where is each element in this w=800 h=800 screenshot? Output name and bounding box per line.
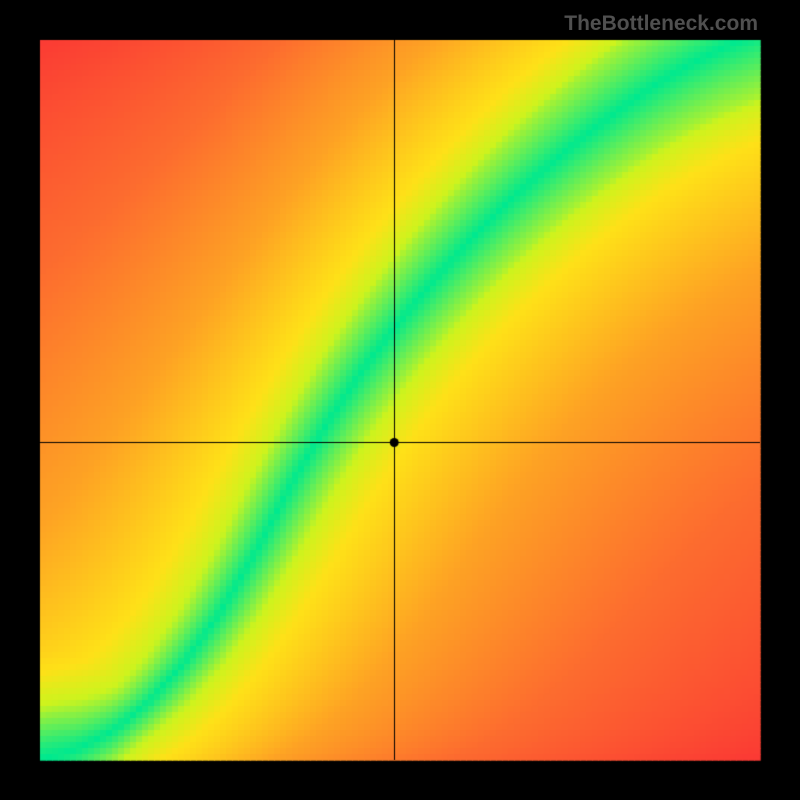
heatmap-canvas — [0, 0, 800, 800]
chart-container: TheBottleneck.com — [0, 0, 800, 800]
watermark-text: TheBottleneck.com — [564, 12, 758, 36]
